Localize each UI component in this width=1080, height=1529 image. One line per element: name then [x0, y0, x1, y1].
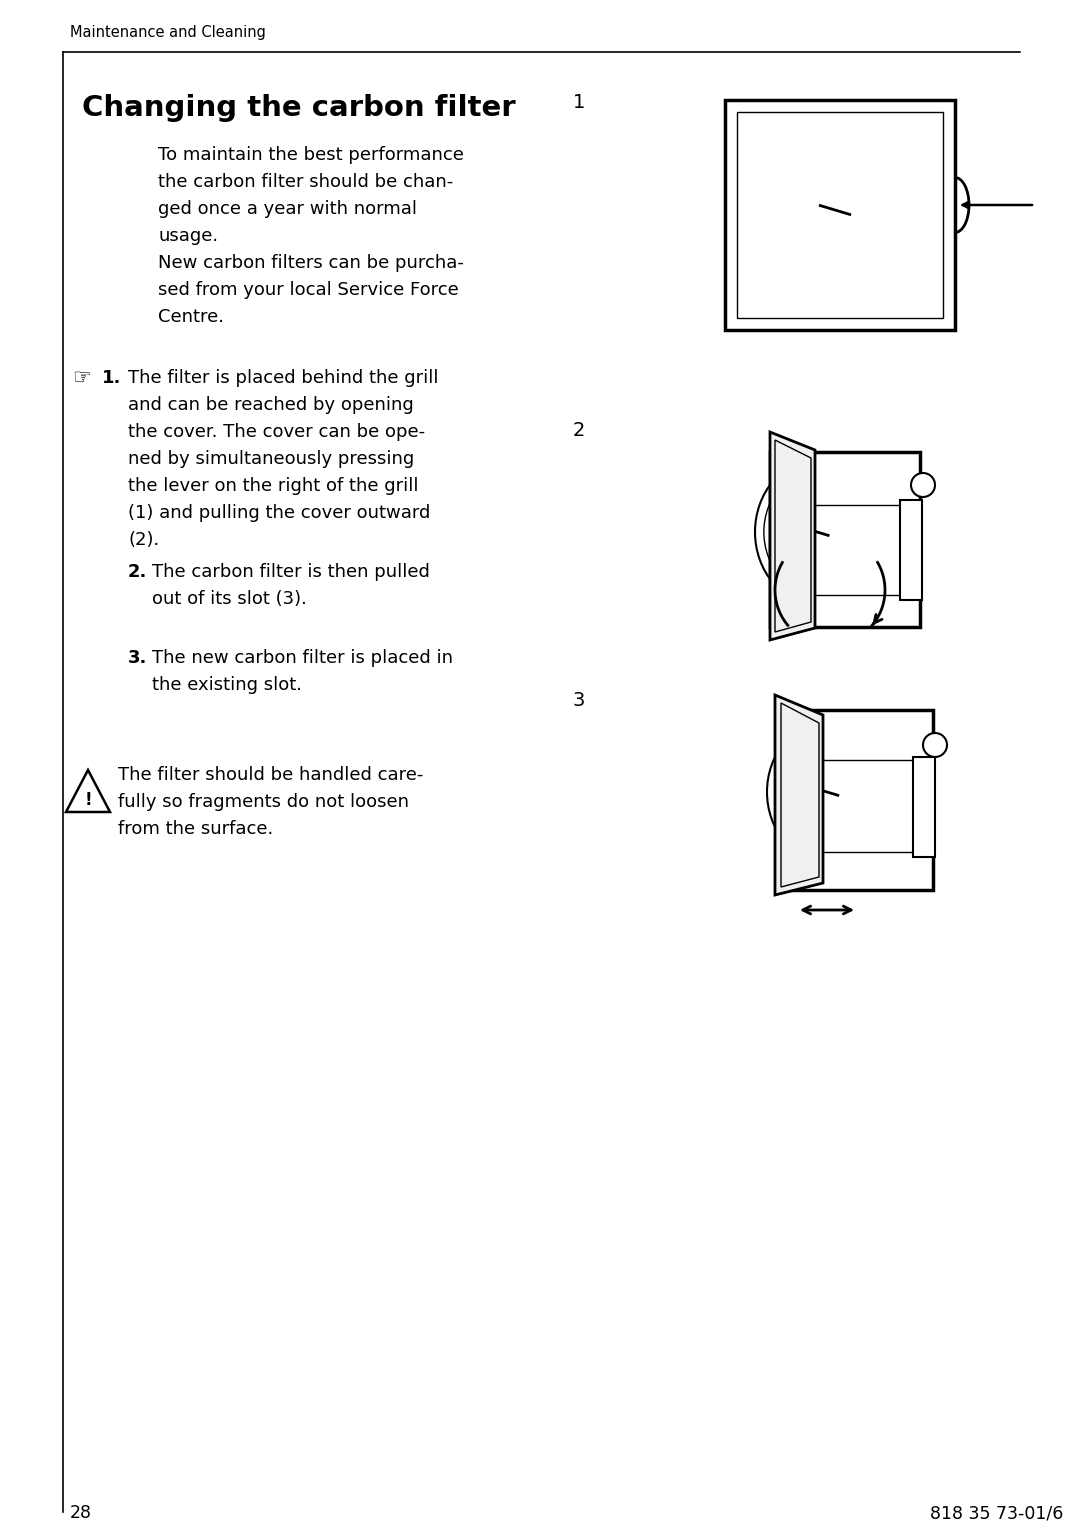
Text: (2).: (2).: [129, 531, 159, 549]
Text: The new carbon filter is placed in: The new carbon filter is placed in: [152, 648, 453, 667]
Text: 28: 28: [70, 1505, 92, 1521]
Text: ned by simultaneously pressing: ned by simultaneously pressing: [129, 450, 415, 468]
Text: the cover. The cover can be ope-: the cover. The cover can be ope-: [129, 424, 426, 440]
Text: The filter should be handled care-: The filter should be handled care-: [118, 766, 423, 784]
Text: out of its slot (3).: out of its slot (3).: [152, 590, 307, 609]
Text: New carbon filters can be purcha-: New carbon filters can be purcha-: [158, 254, 464, 272]
Text: Maintenance and Cleaning: Maintenance and Cleaning: [70, 26, 266, 40]
Bar: [913, 757, 935, 856]
Text: usage.: usage.: [158, 226, 218, 245]
Text: Changing the carbon filter: Changing the carbon filter: [82, 93, 515, 122]
Bar: [778, 709, 933, 890]
Text: The filter is placed behind the grill: The filter is placed behind the grill: [129, 368, 438, 387]
Circle shape: [912, 472, 935, 497]
Polygon shape: [775, 696, 823, 894]
Text: fully so fragments do not loosen: fully so fragments do not loosen: [118, 794, 409, 810]
Text: 1: 1: [573, 93, 585, 113]
Text: (1) and pulling the cover outward: (1) and pulling the cover outward: [129, 505, 430, 521]
Circle shape: [923, 732, 947, 757]
Bar: [725, 99, 955, 330]
Text: 3.: 3.: [129, 648, 147, 667]
Polygon shape: [770, 433, 815, 641]
Text: !: !: [84, 790, 92, 809]
Text: ☞: ☞: [72, 368, 91, 388]
Text: the lever on the right of the grill: the lever on the right of the grill: [129, 477, 419, 495]
Bar: [737, 112, 943, 318]
Text: and can be reached by opening: and can be reached by opening: [129, 396, 414, 414]
Text: 818 35 73-01/6: 818 35 73-01/6: [930, 1505, 1064, 1521]
Text: To maintain the best performance: To maintain the best performance: [158, 145, 464, 164]
Text: 3: 3: [573, 691, 585, 709]
Text: sed from your local Service Force: sed from your local Service Force: [158, 281, 459, 300]
Text: 2.: 2.: [129, 563, 147, 581]
Text: 2: 2: [573, 420, 585, 439]
Bar: [770, 453, 920, 627]
Text: from the surface.: from the surface.: [118, 820, 273, 838]
Text: the existing slot.: the existing slot.: [152, 676, 302, 694]
Text: the carbon filter should be chan-: the carbon filter should be chan-: [158, 173, 454, 191]
Bar: [900, 500, 922, 599]
Text: Centre.: Centre.: [158, 307, 224, 326]
Text: The carbon filter is then pulled: The carbon filter is then pulled: [152, 563, 430, 581]
Text: 1.: 1.: [102, 368, 121, 387]
Text: ged once a year with normal: ged once a year with normal: [158, 200, 417, 219]
